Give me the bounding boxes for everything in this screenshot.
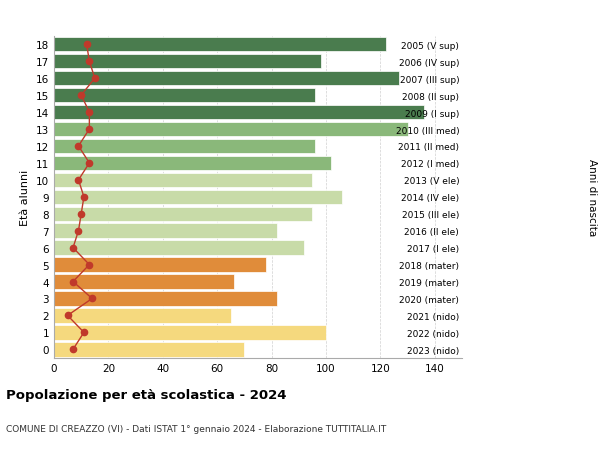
Y-axis label: Età alunni: Età alunni	[20, 169, 31, 225]
Text: Anni di nascita: Anni di nascita	[587, 159, 597, 236]
Bar	[54, 89, 315, 103]
Bar	[54, 258, 266, 272]
Bar	[54, 207, 313, 222]
Bar	[54, 224, 277, 238]
Bar	[54, 72, 400, 86]
Text: Popolazione per età scolastica - 2024: Popolazione per età scolastica - 2024	[6, 388, 287, 401]
Bar	[54, 157, 331, 171]
Bar	[54, 140, 315, 154]
Bar	[54, 342, 244, 357]
Bar	[54, 275, 233, 289]
Bar	[54, 173, 313, 188]
Bar	[54, 325, 326, 340]
Bar	[54, 241, 304, 255]
Text: COMUNE DI CREAZZO (VI) - Dati ISTAT 1° gennaio 2024 - Elaborazione TUTTITALIA.IT: COMUNE DI CREAZZO (VI) - Dati ISTAT 1° g…	[6, 425, 386, 434]
Bar	[54, 291, 277, 306]
Bar	[54, 308, 231, 323]
Bar	[54, 123, 407, 137]
Bar	[54, 190, 343, 205]
Bar	[54, 38, 386, 52]
Bar	[54, 55, 320, 69]
Bar	[54, 106, 424, 120]
